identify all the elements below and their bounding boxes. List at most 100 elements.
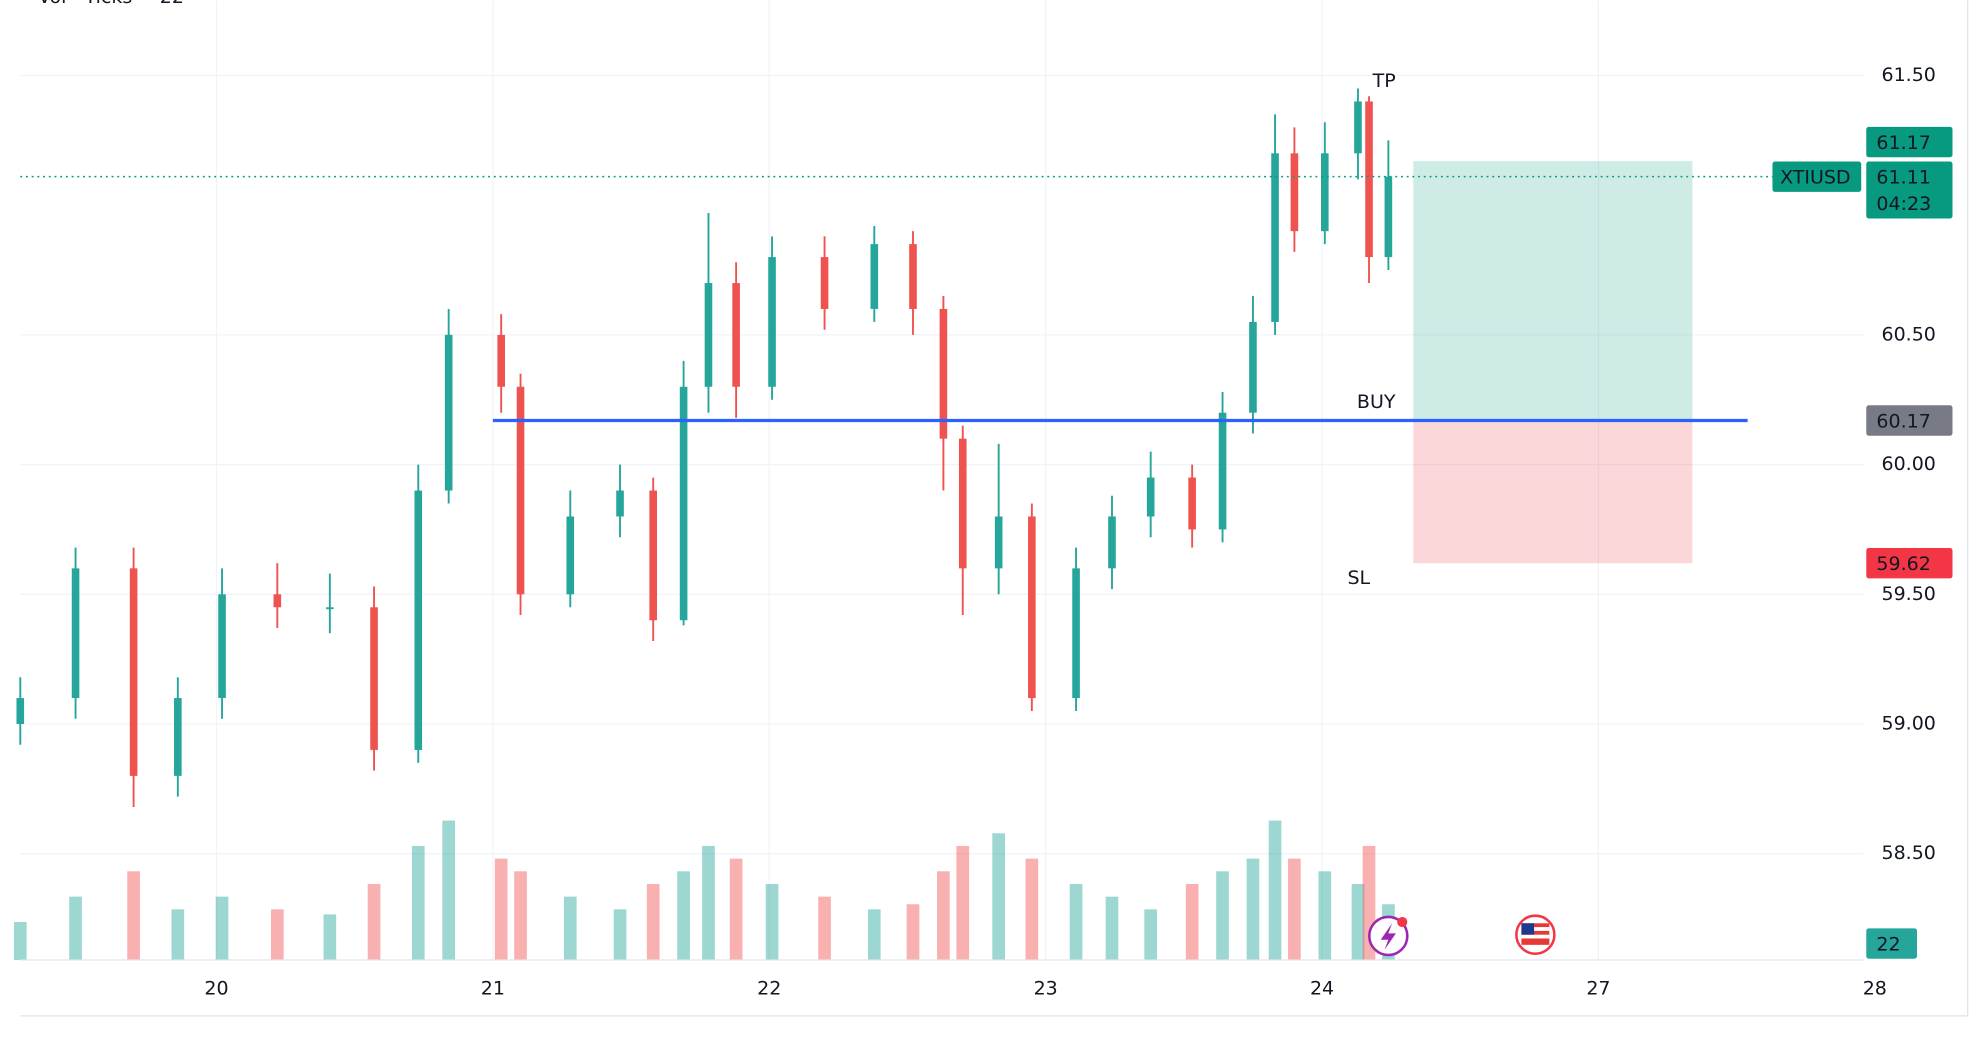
- candle-body: [958, 438, 967, 569]
- volume-bar: [514, 871, 527, 961]
- volume-bar: [1025, 858, 1039, 961]
- volume-bar: [367, 883, 381, 961]
- loss-zone: [1413, 420, 1693, 564]
- profit-zone: [1413, 161, 1693, 421]
- volume-bar: [956, 845, 970, 961]
- volume-bar: [1351, 883, 1365, 961]
- volume-bar: [702, 845, 715, 961]
- sl-price: 59.62: [1876, 553, 1930, 575]
- x-tick-label: 21: [481, 978, 505, 1000]
- sl-label: SL: [1347, 567, 1370, 589]
- legend-volume: 22: [160, 0, 184, 8]
- candle-body: [820, 257, 829, 309]
- volume-bar: [613, 909, 627, 961]
- candle-body: [129, 568, 138, 776]
- icon-dot: [1397, 916, 1408, 928]
- volume-bar: [1216, 871, 1229, 961]
- volume-bar: [765, 883, 779, 961]
- candle-body: [1108, 516, 1116, 569]
- candle-body: [1146, 477, 1155, 517]
- last-price-box: [1866, 161, 1953, 219]
- y-tick-label: 61.50: [1882, 64, 1936, 86]
- volume-bar: [646, 883, 660, 961]
- volume-bar: [1185, 883, 1199, 961]
- candle-body: [497, 334, 505, 387]
- x-tick-label: 23: [1034, 978, 1058, 1000]
- candle-body: [616, 490, 624, 517]
- candle-body: [1354, 101, 1362, 154]
- volume-bar: [1144, 909, 1158, 961]
- volume-bar: [937, 871, 950, 961]
- candle-body: [566, 516, 575, 595]
- candle-body: [994, 516, 1003, 569]
- tp-price-box: [1866, 126, 1953, 158]
- sl-price-box: [1866, 547, 1953, 579]
- volume-value: 22: [1876, 933, 1900, 955]
- candle-body: [732, 283, 740, 387]
- candle-body: [649, 490, 658, 621]
- volume-bar: [1069, 883, 1083, 961]
- y-tick-label: 60.00: [1882, 453, 1936, 475]
- volume-bar: [127, 871, 140, 961]
- candle-body: [174, 698, 182, 776]
- volume-bar: [1105, 896, 1119, 961]
- countdown: 04:23: [1876, 193, 1931, 215]
- y-tick-label: 59.50: [1882, 583, 1936, 605]
- candle-body: [444, 334, 453, 491]
- icon-stripe: [1521, 934, 1550, 939]
- icon-bolt: [1380, 923, 1396, 950]
- candle-body: [16, 698, 25, 724]
- y-tick-label: 58.50: [1882, 842, 1936, 864]
- volume-bar: [13, 922, 27, 961]
- candle-body: [1290, 153, 1299, 232]
- candle-body: [1271, 153, 1279, 322]
- volume-bar: [411, 845, 425, 961]
- candle-body: [768, 257, 776, 387]
- legend-label: Vol · Ticks: [38, 0, 132, 8]
- symbol-label-box: [1772, 161, 1862, 192]
- x-tick-label: 24: [1310, 978, 1334, 1000]
- candle-body: [909, 244, 917, 309]
- icon-canton: [1521, 923, 1535, 935]
- tp-label: TP: [1372, 70, 1396, 92]
- candle-body: [326, 607, 334, 610]
- volume-value-box: [1866, 928, 1917, 959]
- volume-bar: [818, 896, 831, 961]
- lightning-icon[interactable]: [1368, 915, 1409, 957]
- y-tick-label: 60.50: [1882, 323, 1936, 345]
- x-tick-label: 27: [1586, 978, 1610, 1000]
- volume-bar: [1268, 820, 1282, 961]
- candle-body: [1188, 477, 1196, 530]
- flag-icon[interactable]: [1515, 914, 1556, 955]
- candle-body: [370, 607, 378, 750]
- candle-body: [516, 386, 525, 595]
- symbol-label: XTIUSD: [1780, 166, 1851, 188]
- candle-body: [870, 244, 879, 309]
- volume-bar: [1288, 858, 1301, 961]
- icon-stripe: [1521, 927, 1550, 931]
- volume-bar: [442, 820, 456, 961]
- candle-body: [218, 594, 226, 699]
- volume-bar: [171, 909, 185, 961]
- volume-bar: [729, 858, 743, 961]
- candle-body: [1249, 321, 1257, 413]
- x-tick-label: 28: [1863, 978, 1887, 1000]
- candle-body: [1384, 176, 1393, 258]
- candle-body: [679, 386, 688, 621]
- volume-bar: [906, 904, 920, 961]
- candle-body: [1072, 568, 1080, 699]
- candle-body: [704, 283, 713, 387]
- candle-body: [1028, 516, 1036, 699]
- volume-bar: [867, 909, 881, 961]
- volume-bar: [563, 896, 577, 961]
- volume-bar: [992, 833, 1006, 961]
- candle-body: [1365, 101, 1373, 258]
- candle-body: [1321, 153, 1329, 232]
- candle-body: [1218, 412, 1227, 530]
- buy-label: BUY: [1357, 391, 1396, 413]
- last-price: 61.11: [1876, 166, 1930, 188]
- volume-bar: [69, 896, 82, 961]
